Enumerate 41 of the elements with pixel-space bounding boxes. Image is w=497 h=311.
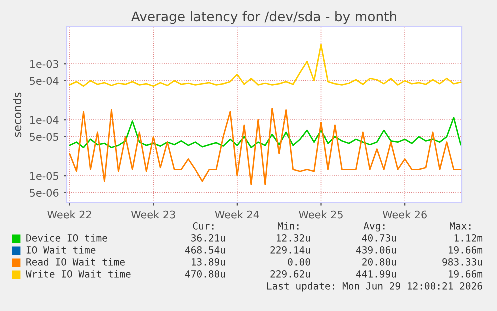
x-tick-label: Week 26 — [382, 210, 427, 219]
legend-label: IO Wait time — [26, 246, 96, 254]
x-tick-label: Week 24 — [215, 210, 260, 219]
y-tick-label: 1e-05 — [30, 172, 58, 180]
legend-label: Write IO Wait time — [26, 270, 131, 278]
text: 439.06u — [356, 246, 396, 254]
text: 229.14u — [270, 246, 310, 254]
text: Min: — [278, 222, 299, 230]
text: 1.12m — [454, 234, 483, 242]
y-tick-label: 5e-06 — [30, 189, 59, 198]
x-tick-label: Week 23 — [131, 210, 176, 219]
y-axis-title: seconds — [13, 92, 22, 138]
legend-label: Read IO Wait time — [26, 258, 125, 266]
text: 19.66m — [449, 246, 483, 254]
text: 36.21u — [192, 234, 226, 242]
text: Avg: — [364, 222, 385, 232]
text: Max: — [450, 222, 471, 230]
line-series — [69, 108, 462, 186]
text: 0.00 — [288, 258, 310, 266]
text: 20.80u — [362, 258, 396, 266]
line-series — [69, 117, 462, 148]
y-tick-label: 1e-04 — [30, 116, 59, 124]
text: 983.33u — [442, 258, 482, 266]
x-tick-label: Week 22 — [48, 210, 92, 219]
text: 441.99u — [356, 270, 396, 278]
text: 468.54u — [186, 246, 226, 254]
text: Last update: Mon Jun 29 12:00:21 2026 — [267, 282, 482, 292]
text: 19.66m — [449, 270, 483, 278]
text: 229.62u — [270, 270, 310, 278]
y-tick-label: 5e-05 — [30, 133, 58, 142]
y-tick-label: 5e-04 — [30, 77, 59, 86]
line-series — [69, 44, 462, 88]
text: 12.32u — [277, 234, 310, 242]
text: 13.89u — [192, 258, 226, 266]
text: 40.73u — [362, 234, 396, 242]
x-tick-label: Week 25 — [299, 210, 343, 219]
chart-title: Average latency for /dev/sda - by month — [131, 11, 397, 24]
legend-label: Device IO time — [26, 234, 108, 242]
text: Cur: — [193, 222, 214, 230]
y-tick-label: 1e-03 — [30, 60, 59, 68]
text: 470.80u — [186, 270, 226, 278]
